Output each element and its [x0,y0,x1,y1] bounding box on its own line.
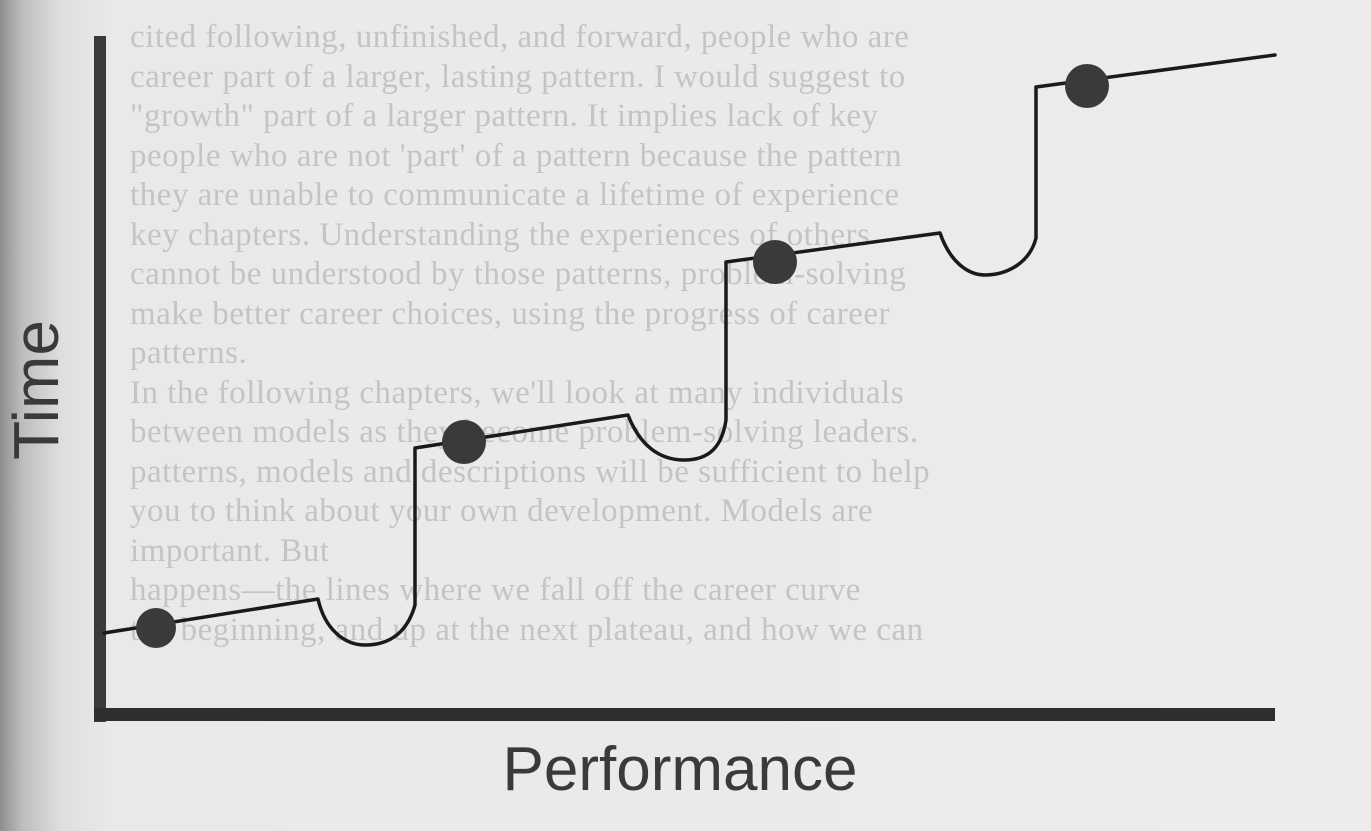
y-axis-label: Time [0,320,72,460]
plateau-point [442,420,486,464]
y-axis [94,36,106,722]
plateau-point [1065,64,1109,108]
background-text-line: important. But [130,532,330,569]
background-text: cited following, unfinished, and forward… [130,18,1370,650]
background-text-line: career part of a larger, lasting pattern… [130,58,906,95]
background-text-line: they are unable to communicate a lifetim… [130,177,900,213]
background-text-line: people who are not 'part' of a pattern b… [130,137,903,174]
x-axis-label: Performance [503,735,858,804]
background-text-line: cited following, unfinished, and forward… [130,19,910,55]
background-text-line: key chapters. Understanding the experien… [130,216,871,253]
plateau-point [136,608,176,648]
background-text-line: In the following chapters, we'll look at… [130,374,905,411]
background-text-line: you to think about your own development.… [130,493,874,529]
background-text-line: "growth" part of a larger pattern. It im… [130,98,879,134]
background-text-line: make better career choices, using the pr… [130,295,891,332]
plateau-point [753,240,797,284]
curve-line [102,53,1277,647]
background-text-line: patterns. [130,335,248,371]
x-axis [94,708,1275,721]
background-text-line: patterns, models and descriptions will b… [130,453,931,490]
background-text-line: happens—the lines where we fall off the … [130,572,861,608]
background-text-line: the beginning, and up at the next platea… [130,611,924,648]
